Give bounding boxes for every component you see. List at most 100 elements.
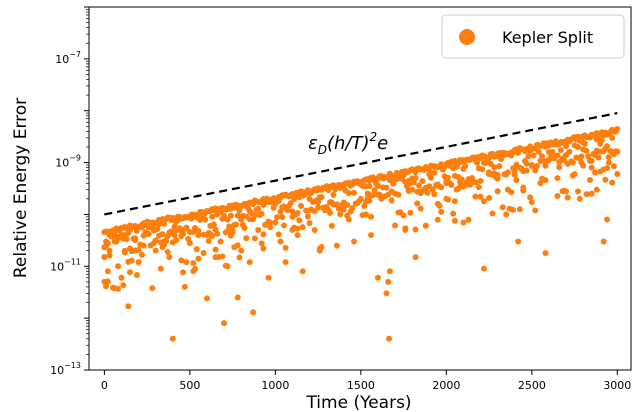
data-point <box>445 196 452 203</box>
data-point <box>480 198 487 205</box>
data-point <box>195 255 202 262</box>
data-point <box>450 210 457 217</box>
data-point <box>282 244 289 251</box>
data-point <box>610 163 617 170</box>
data-point <box>287 200 294 207</box>
data-point <box>238 247 245 254</box>
data-point <box>212 246 219 253</box>
data-point <box>422 184 429 191</box>
data-point <box>144 231 151 238</box>
data-point <box>438 208 445 215</box>
data-point <box>523 160 530 167</box>
data-point <box>477 177 484 184</box>
data-point <box>578 153 585 160</box>
data-point <box>574 143 581 150</box>
data-point <box>528 162 535 169</box>
data-point <box>523 167 530 174</box>
data-point <box>569 159 576 166</box>
data-point <box>221 320 228 327</box>
data-point <box>294 225 301 232</box>
data-point <box>224 216 231 223</box>
data-point <box>132 235 139 242</box>
x-tick-label: 0 <box>101 379 108 392</box>
data-point <box>371 187 378 194</box>
data-point <box>516 206 523 213</box>
data-point <box>303 207 310 214</box>
data-point <box>183 259 190 266</box>
data-point <box>499 204 506 211</box>
data-point <box>462 163 469 170</box>
data-point <box>474 159 481 166</box>
legend: Kepler Split <box>441 14 625 59</box>
data-point <box>123 236 130 243</box>
data-point <box>178 257 185 264</box>
data-point <box>344 212 351 219</box>
data-point <box>395 209 402 216</box>
annotation-subscript: D <box>318 143 327 157</box>
data-point <box>609 179 616 186</box>
data-point <box>133 271 140 278</box>
data-point <box>226 223 233 230</box>
data-point <box>593 186 600 193</box>
x-tick-label: 2000 <box>432 379 460 392</box>
data-point <box>604 143 611 150</box>
data-point <box>161 220 168 227</box>
data-point <box>431 169 438 176</box>
annotation-epsilon: ε <box>308 133 318 154</box>
y-axis-label: Relative Energy Error <box>11 98 31 278</box>
data-point <box>554 192 561 199</box>
data-point <box>419 178 426 185</box>
data-point <box>465 216 472 223</box>
data-point <box>330 191 337 198</box>
data-point <box>422 222 429 229</box>
data-point <box>339 201 346 208</box>
data-point <box>554 152 561 159</box>
data-point <box>351 238 358 245</box>
data-point <box>277 238 284 245</box>
data-point <box>246 259 253 266</box>
data-point <box>203 295 210 302</box>
data-point <box>451 198 458 205</box>
x-tick-label: 1500 <box>347 379 375 392</box>
data-point <box>166 254 173 261</box>
data-point <box>556 164 563 171</box>
data-point <box>152 247 159 254</box>
data-point <box>227 232 234 239</box>
data-point <box>605 159 612 166</box>
data-point <box>251 235 258 242</box>
data-point <box>224 228 231 235</box>
data-point <box>255 205 262 212</box>
x-tick-label: 1000 <box>261 379 289 392</box>
data-point <box>510 206 517 213</box>
data-point <box>185 235 192 242</box>
data-point <box>407 209 414 216</box>
data-point <box>190 260 197 267</box>
data-point <box>241 225 248 232</box>
data-point <box>120 282 127 289</box>
data-point <box>222 262 229 269</box>
data-point <box>574 188 581 195</box>
data-point <box>318 243 325 250</box>
data-point <box>563 188 570 195</box>
data-point <box>479 166 486 173</box>
data-point <box>344 201 351 208</box>
data-point <box>566 148 573 155</box>
data-point <box>209 213 216 220</box>
annotation-tail: e <box>377 133 388 154</box>
data-point <box>260 231 267 238</box>
data-point <box>598 137 605 144</box>
y-axis-ticks: 10−13 10−11 10−9 10−7 <box>50 6 89 377</box>
data-point <box>448 182 455 189</box>
data-point <box>434 216 441 223</box>
x-tick-label: 500 <box>179 379 200 392</box>
data-point <box>586 176 593 183</box>
data-point <box>327 209 334 216</box>
data-point <box>152 237 159 244</box>
data-point <box>234 242 241 249</box>
data-point <box>503 211 510 218</box>
data-point <box>219 253 226 260</box>
data-point <box>475 184 482 191</box>
data-point <box>539 153 546 160</box>
data-point <box>415 182 422 189</box>
